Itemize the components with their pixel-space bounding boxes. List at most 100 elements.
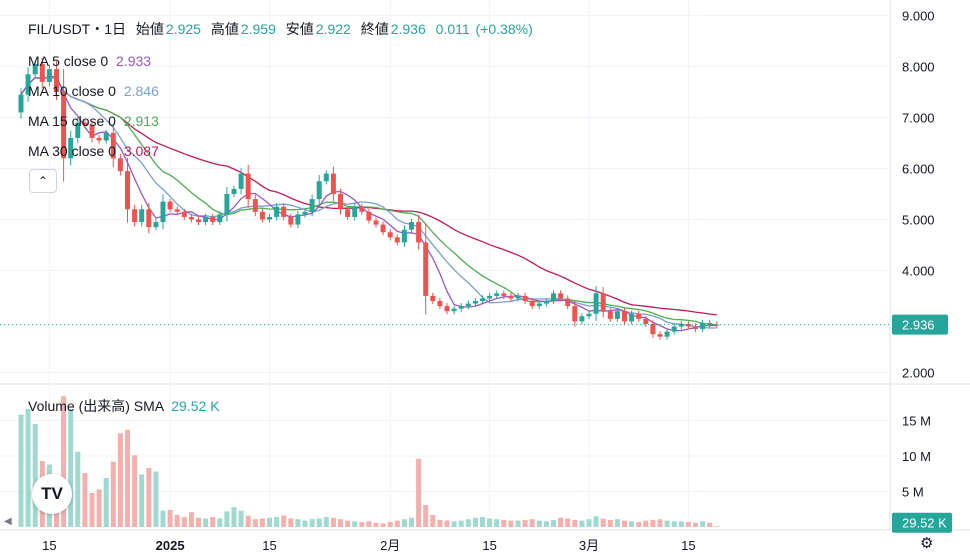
last-volume-tag	[892, 512, 952, 533]
candle	[636, 310, 642, 322]
volume-bar	[707, 522, 713, 527]
candle	[458, 303, 464, 312]
candle-body	[693, 326, 698, 330]
volume-bar	[558, 517, 564, 527]
volume-bar	[551, 519, 556, 527]
ma15-legend[interactable]: MA 15 close 0 2.913	[28, 113, 159, 129]
time-tick-label: 15	[681, 538, 695, 553]
volume-bar	[451, 521, 457, 527]
candle	[657, 331, 663, 340]
tradingview-logo-icon[interactable]: TV	[32, 474, 72, 514]
candle	[565, 295, 571, 310]
time-tick-label: 3月	[579, 538, 599, 553]
volume-bar	[423, 504, 429, 527]
candle	[487, 292, 493, 302]
volume-bar	[32, 423, 38, 527]
volume-bar	[593, 516, 599, 527]
candle	[693, 323, 698, 333]
time-tick-label: 15	[262, 538, 276, 553]
candle	[25, 67, 31, 102]
candle-body	[259, 211, 265, 220]
ma5-value: 2.933	[116, 53, 152, 69]
candle-body	[196, 219, 201, 223]
candle	[430, 292, 436, 305]
price-tick-label: 5.000	[902, 212, 935, 227]
volume-bar	[629, 521, 635, 527]
volume-tick-label: 15 M	[902, 413, 931, 428]
volume-bar	[217, 518, 223, 527]
candle-body	[508, 295, 514, 299]
ma10-legend[interactable]: MA 10 close 0 2.846	[28, 83, 159, 99]
ma5-legend[interactable]: MA 5 close 0 2.933	[28, 53, 151, 69]
volume-bar	[302, 520, 308, 527]
candle-body	[174, 209, 180, 212]
volume-bar	[572, 519, 578, 527]
volume-bar	[316, 518, 322, 527]
candle-body	[394, 237, 400, 243]
volume-bar	[600, 518, 606, 527]
candle-body	[125, 171, 130, 210]
candle	[252, 194, 258, 217]
volume-bar	[288, 518, 294, 527]
ma30-legend[interactable]: MA 30 close 0 3.087	[28, 143, 159, 159]
candle	[494, 290, 500, 299]
candle	[75, 117, 81, 144]
candle-body	[558, 293, 564, 299]
candle	[181, 208, 187, 220]
candle	[629, 310, 635, 325]
volume-bar	[678, 521, 684, 527]
volume-bar	[409, 517, 414, 527]
candle-body	[352, 206, 358, 217]
volume-bar	[259, 518, 265, 527]
candle-body	[607, 311, 613, 319]
candle-body	[238, 173, 244, 189]
volume-bar	[68, 409, 74, 527]
volume-bar	[110, 461, 116, 527]
ma15-value: 2.913	[123, 113, 159, 129]
candle	[309, 194, 315, 217]
candle-body	[593, 293, 599, 314]
candle-body	[387, 232, 393, 238]
price-tick-label: 2.000	[902, 365, 935, 380]
volume-bar	[75, 451, 81, 527]
volume-bar	[96, 489, 102, 527]
candle	[366, 208, 372, 224]
candle-body	[657, 334, 663, 337]
symbol-label[interactable]: FIL/USDT・1日	[28, 21, 127, 37]
volume-bar	[529, 519, 535, 527]
candle-body	[323, 173, 329, 182]
candle-body	[146, 209, 152, 228]
candle-body	[46, 69, 52, 82]
candle	[295, 210, 301, 229]
candle	[54, 61, 59, 101]
volume-bar	[444, 520, 450, 527]
chevron-up-icon[interactable]: ⌃	[29, 169, 57, 193]
ma10-label: MA 10 close 0	[28, 83, 116, 99]
volume-bar	[309, 519, 315, 527]
open-value: 2.925	[165, 21, 201, 37]
candle	[203, 213, 209, 226]
volume-bar	[657, 519, 663, 527]
volume-bar	[139, 474, 145, 527]
volume-bar	[387, 522, 393, 527]
time-tick-label: 2月	[380, 538, 400, 553]
candle	[700, 319, 706, 333]
candle-body	[345, 209, 351, 217]
candle-body	[678, 323, 684, 327]
price-tick-label: 7.000	[902, 111, 935, 126]
candle	[330, 166, 336, 202]
gear-icon[interactable]: ⚙	[920, 535, 934, 552]
volume-legend[interactable]: Volume (出来高) SMA 29.52 K	[28, 396, 220, 416]
candle	[110, 123, 116, 168]
scroll-left-icon[interactable]: ◀	[4, 516, 12, 527]
candle-body	[139, 209, 145, 223]
candle	[196, 216, 201, 226]
candle-body	[54, 69, 59, 93]
volume-bar	[480, 517, 485, 527]
time-tick-label: 15	[482, 538, 496, 553]
volume-bar	[643, 520, 649, 527]
candle	[444, 303, 450, 315]
candle	[139, 204, 145, 227]
candle	[529, 297, 535, 310]
